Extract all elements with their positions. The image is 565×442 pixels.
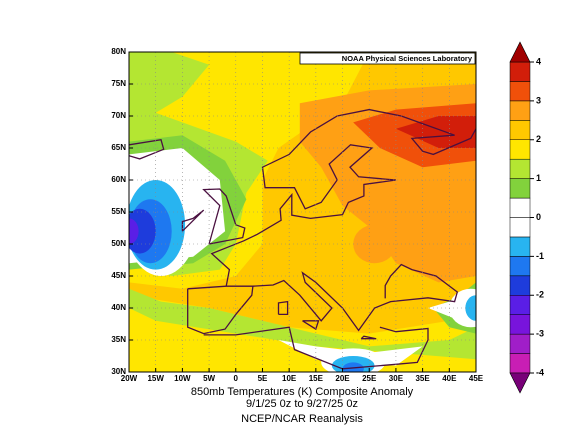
y-tick-label: 75N bbox=[111, 79, 126, 88]
x-tick-label: 15W bbox=[147, 374, 164, 383]
y-tick-label: 50N bbox=[111, 239, 126, 248]
colorbar-tick-label: -4 bbox=[536, 367, 544, 377]
x-tick-label: 10E bbox=[282, 374, 297, 383]
field-region bbox=[342, 362, 364, 372]
coastline bbox=[187, 285, 254, 335]
colorbar-band bbox=[509, 100, 531, 121]
colorbar-tick-label: 4 bbox=[536, 56, 541, 66]
credit-box bbox=[299, 52, 476, 65]
colorbar-band bbox=[509, 275, 531, 296]
colorbar-band bbox=[509, 61, 531, 82]
field-region bbox=[395, 116, 476, 148]
coastline bbox=[360, 335, 377, 340]
colorbar-tick-label: 3 bbox=[536, 95, 541, 105]
y-tick-label: 40N bbox=[111, 303, 126, 312]
map-area bbox=[129, 52, 476, 372]
colorbar-over bbox=[509, 41, 531, 63]
x-tick-label: 10W bbox=[174, 374, 191, 383]
colorbar-band bbox=[509, 178, 531, 199]
y-tick-label: 45N bbox=[111, 271, 126, 280]
caption: NCEP/NCAR Reanalysis bbox=[241, 413, 363, 425]
colorbar-tick-label: 1 bbox=[536, 173, 541, 183]
y-tick-label: 35N bbox=[111, 335, 126, 344]
x-tick-label: 0 bbox=[234, 374, 239, 383]
field-region bbox=[465, 295, 476, 321]
field-region bbox=[353, 224, 396, 264]
colorbar-band bbox=[509, 197, 531, 218]
coastline bbox=[210, 108, 476, 287]
x-tick-label: 35E bbox=[415, 374, 430, 383]
colorbar-tick-label: 2 bbox=[536, 134, 541, 144]
x-tick-label: 40E bbox=[442, 374, 457, 383]
colorbar-band bbox=[509, 256, 531, 277]
x-tick-label: 30E bbox=[389, 374, 404, 383]
colorbar-tick-label: 0 bbox=[536, 212, 541, 222]
colorbar-tick-label: -2 bbox=[536, 290, 544, 300]
colorbar-band bbox=[509, 217, 531, 238]
x-tick-label: 5E bbox=[258, 374, 268, 383]
field-region bbox=[129, 218, 139, 244]
x-tick-label: 20E bbox=[335, 374, 350, 383]
caption: 9/1/25 0z to 9/27/25 0z bbox=[246, 398, 358, 410]
x-tick-label: 15E bbox=[309, 374, 324, 383]
x-tick-label: 20W bbox=[121, 374, 138, 383]
coastline bbox=[252, 263, 459, 332]
y-tick-label: 65N bbox=[111, 143, 126, 152]
caption: 850mb Temperatures (K) Composite Anomaly bbox=[191, 386, 414, 398]
coastline bbox=[129, 138, 165, 160]
colorbar-band bbox=[509, 236, 531, 257]
x-tick-label: 5W bbox=[203, 374, 215, 383]
y-tick-label: 30N bbox=[111, 367, 126, 376]
colorbar-band bbox=[509, 158, 531, 179]
field-region bbox=[129, 208, 156, 254]
x-tick-label: 25E bbox=[362, 374, 377, 383]
field-region bbox=[129, 52, 210, 129]
colorbar-tick-label: -3 bbox=[536, 329, 544, 339]
y-tick-label: 60N bbox=[111, 175, 126, 184]
colorbar-band bbox=[509, 81, 531, 102]
y-tick-label: 70N bbox=[111, 111, 126, 120]
colorbar-band bbox=[509, 314, 531, 335]
credit: NOAA Physical Sciences Laboratory bbox=[342, 54, 473, 63]
colorbar-band bbox=[509, 295, 531, 315]
coastline bbox=[302, 320, 320, 331]
coastline bbox=[202, 188, 246, 245]
colorbar-band bbox=[509, 120, 531, 140]
colorbar-under bbox=[509, 372, 531, 394]
colorbar-band bbox=[509, 353, 531, 374]
colorbar-band bbox=[509, 333, 531, 354]
coastline bbox=[277, 300, 289, 316]
colorbar-band bbox=[509, 139, 531, 160]
y-tick-label: 55N bbox=[111, 207, 126, 216]
y-tick-label: 80N bbox=[111, 47, 126, 56]
field-region bbox=[129, 288, 476, 360]
x-tick-label: 45E bbox=[469, 374, 484, 383]
colorbar-tick-label: -1 bbox=[536, 251, 544, 261]
